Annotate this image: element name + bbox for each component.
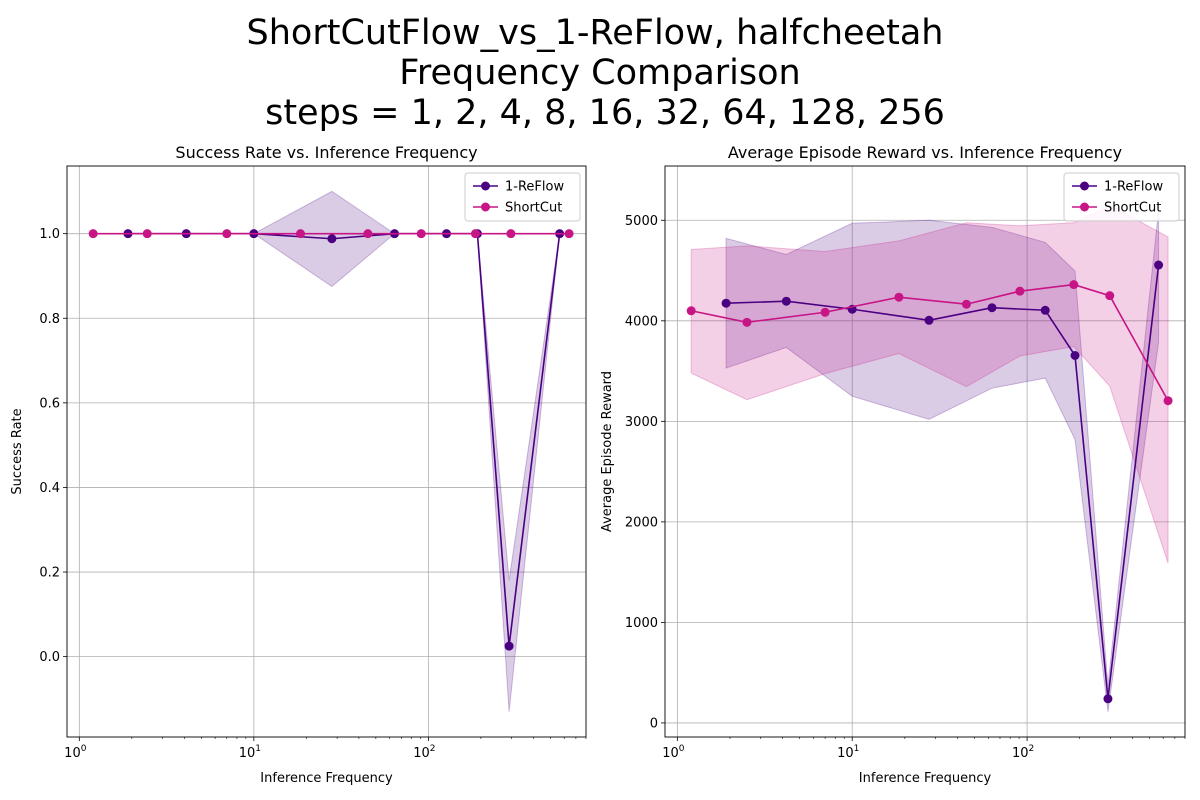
- y-tick-label: 0.6: [39, 396, 60, 411]
- plot-series: [88, 190, 574, 712]
- x-tick-label: 101: [837, 744, 859, 761]
- x-tick-label: 101: [239, 744, 261, 761]
- data-point: [142, 229, 152, 239]
- y-tick-label: 0.8: [39, 312, 60, 327]
- legend-marker-shortcut: [481, 202, 490, 212]
- y-tick-label: 1.0: [39, 227, 60, 242]
- legend-label-shortcut: ShortCut: [1104, 201, 1161, 216]
- data-point: [506, 229, 516, 239]
- legend: 1-ReFlow ShortCut: [1063, 172, 1180, 222]
- y-tick-label: 2000: [625, 515, 658, 530]
- x-tick-label-exponent: 0: [81, 744, 87, 754]
- plot-area: [67, 166, 586, 737]
- x-tick-label-base: 10: [239, 746, 256, 761]
- x-tick-label-base: 10: [837, 746, 854, 761]
- x-axis-label: Inference Frequency: [260, 771, 393, 786]
- figure-title-line-3: steps = 1, 2, 4, 8, 16, 32, 64, 128, 256: [265, 93, 945, 133]
- data-point: [686, 306, 696, 316]
- x-tick-label-exponent: 1: [255, 744, 261, 754]
- y-axis-label: Average Episode Reward: [600, 371, 615, 532]
- data-point: [721, 298, 731, 308]
- data-point: [1069, 280, 1079, 290]
- x-tick-label-exponent: 1: [854, 744, 860, 754]
- legend: 1-ReFlow ShortCut: [464, 172, 581, 222]
- y-tick-label: 3000: [625, 415, 658, 430]
- legend-marker-1-reflow: [481, 181, 490, 191]
- series-band-shortcut: [690, 204, 1169, 564]
- x-axis-label: Inference Frequency: [859, 771, 992, 786]
- legend-label-shortcut: ShortCut: [505, 201, 562, 216]
- x-tick-label-base: 10: [64, 746, 81, 761]
- legend-box: [464, 172, 581, 222]
- plot-title: Average Episode Reward vs. Inference Fre…: [728, 143, 1122, 162]
- data-point: [1015, 286, 1025, 296]
- x-tick-label-base: 10: [662, 746, 679, 761]
- x-tick-label: 102: [1012, 744, 1034, 761]
- data-point: [1070, 350, 1080, 360]
- legend-label-1-reflow: 1-ReFlow: [1104, 180, 1163, 195]
- y-tick-label: 1000: [625, 616, 658, 631]
- data-point: [222, 229, 232, 239]
- x-tick-label: 102: [413, 744, 435, 761]
- plot-series: [686, 204, 1173, 712]
- data-point: [1105, 291, 1115, 301]
- data-point: [1154, 260, 1164, 270]
- legend-marker-1-reflow: [1080, 181, 1089, 191]
- data-point: [961, 299, 971, 309]
- axes-frame: [66, 165, 587, 738]
- y-tick-label: 0.4: [39, 481, 60, 496]
- y-tick-label: 0: [650, 716, 658, 731]
- data-point: [781, 296, 791, 306]
- data-point: [894, 292, 904, 302]
- legend-label-1-reflow: 1-ReFlow: [505, 180, 564, 195]
- data-point: [470, 229, 480, 239]
- data-point: [363, 229, 373, 239]
- x-tick-label-exponent: 2: [430, 744, 436, 754]
- data-point: [924, 315, 934, 325]
- y-tick-label: 5000: [625, 214, 658, 229]
- y-axis-label: Success Rate: [10, 408, 25, 494]
- plot-area: [665, 166, 1185, 737]
- axes-frame: [664, 165, 1186, 738]
- data-point: [327, 234, 337, 244]
- data-point: [1040, 305, 1050, 315]
- x-tick-label-base: 10: [1012, 746, 1029, 761]
- x-tick-label-base: 10: [413, 746, 430, 761]
- data-point: [820, 307, 830, 317]
- plot-title: Success Rate vs. Inference Frequency: [175, 143, 477, 162]
- legend-marker-shortcut: [1080, 202, 1089, 212]
- y-tick-label: 0.2: [39, 566, 60, 581]
- data-point: [1163, 396, 1173, 406]
- series-band-1-reflow: [725, 210, 1160, 712]
- data-point: [504, 641, 514, 651]
- x-tick-label-exponent: 2: [1028, 744, 1034, 754]
- data-point: [88, 229, 98, 239]
- figure-title-line-2: Frequency Comparison: [399, 53, 801, 93]
- data-point: [742, 317, 752, 327]
- data-point: [564, 229, 574, 239]
- legend-box: [1063, 172, 1180, 222]
- y-tick-label: 0.0: [39, 650, 60, 665]
- data-point: [987, 303, 997, 313]
- data-point: [1103, 694, 1113, 704]
- x-tick-label-exponent: 0: [679, 744, 685, 754]
- figure-title-line-1: ShortCutFlow_vs_1-ReFlow, halfcheetah: [247, 13, 944, 53]
- x-tick-label: 100: [662, 744, 685, 761]
- x-tick-label: 100: [64, 744, 87, 761]
- data-point: [295, 229, 305, 239]
- data-point: [416, 229, 426, 239]
- y-tick-label: 4000: [625, 314, 658, 329]
